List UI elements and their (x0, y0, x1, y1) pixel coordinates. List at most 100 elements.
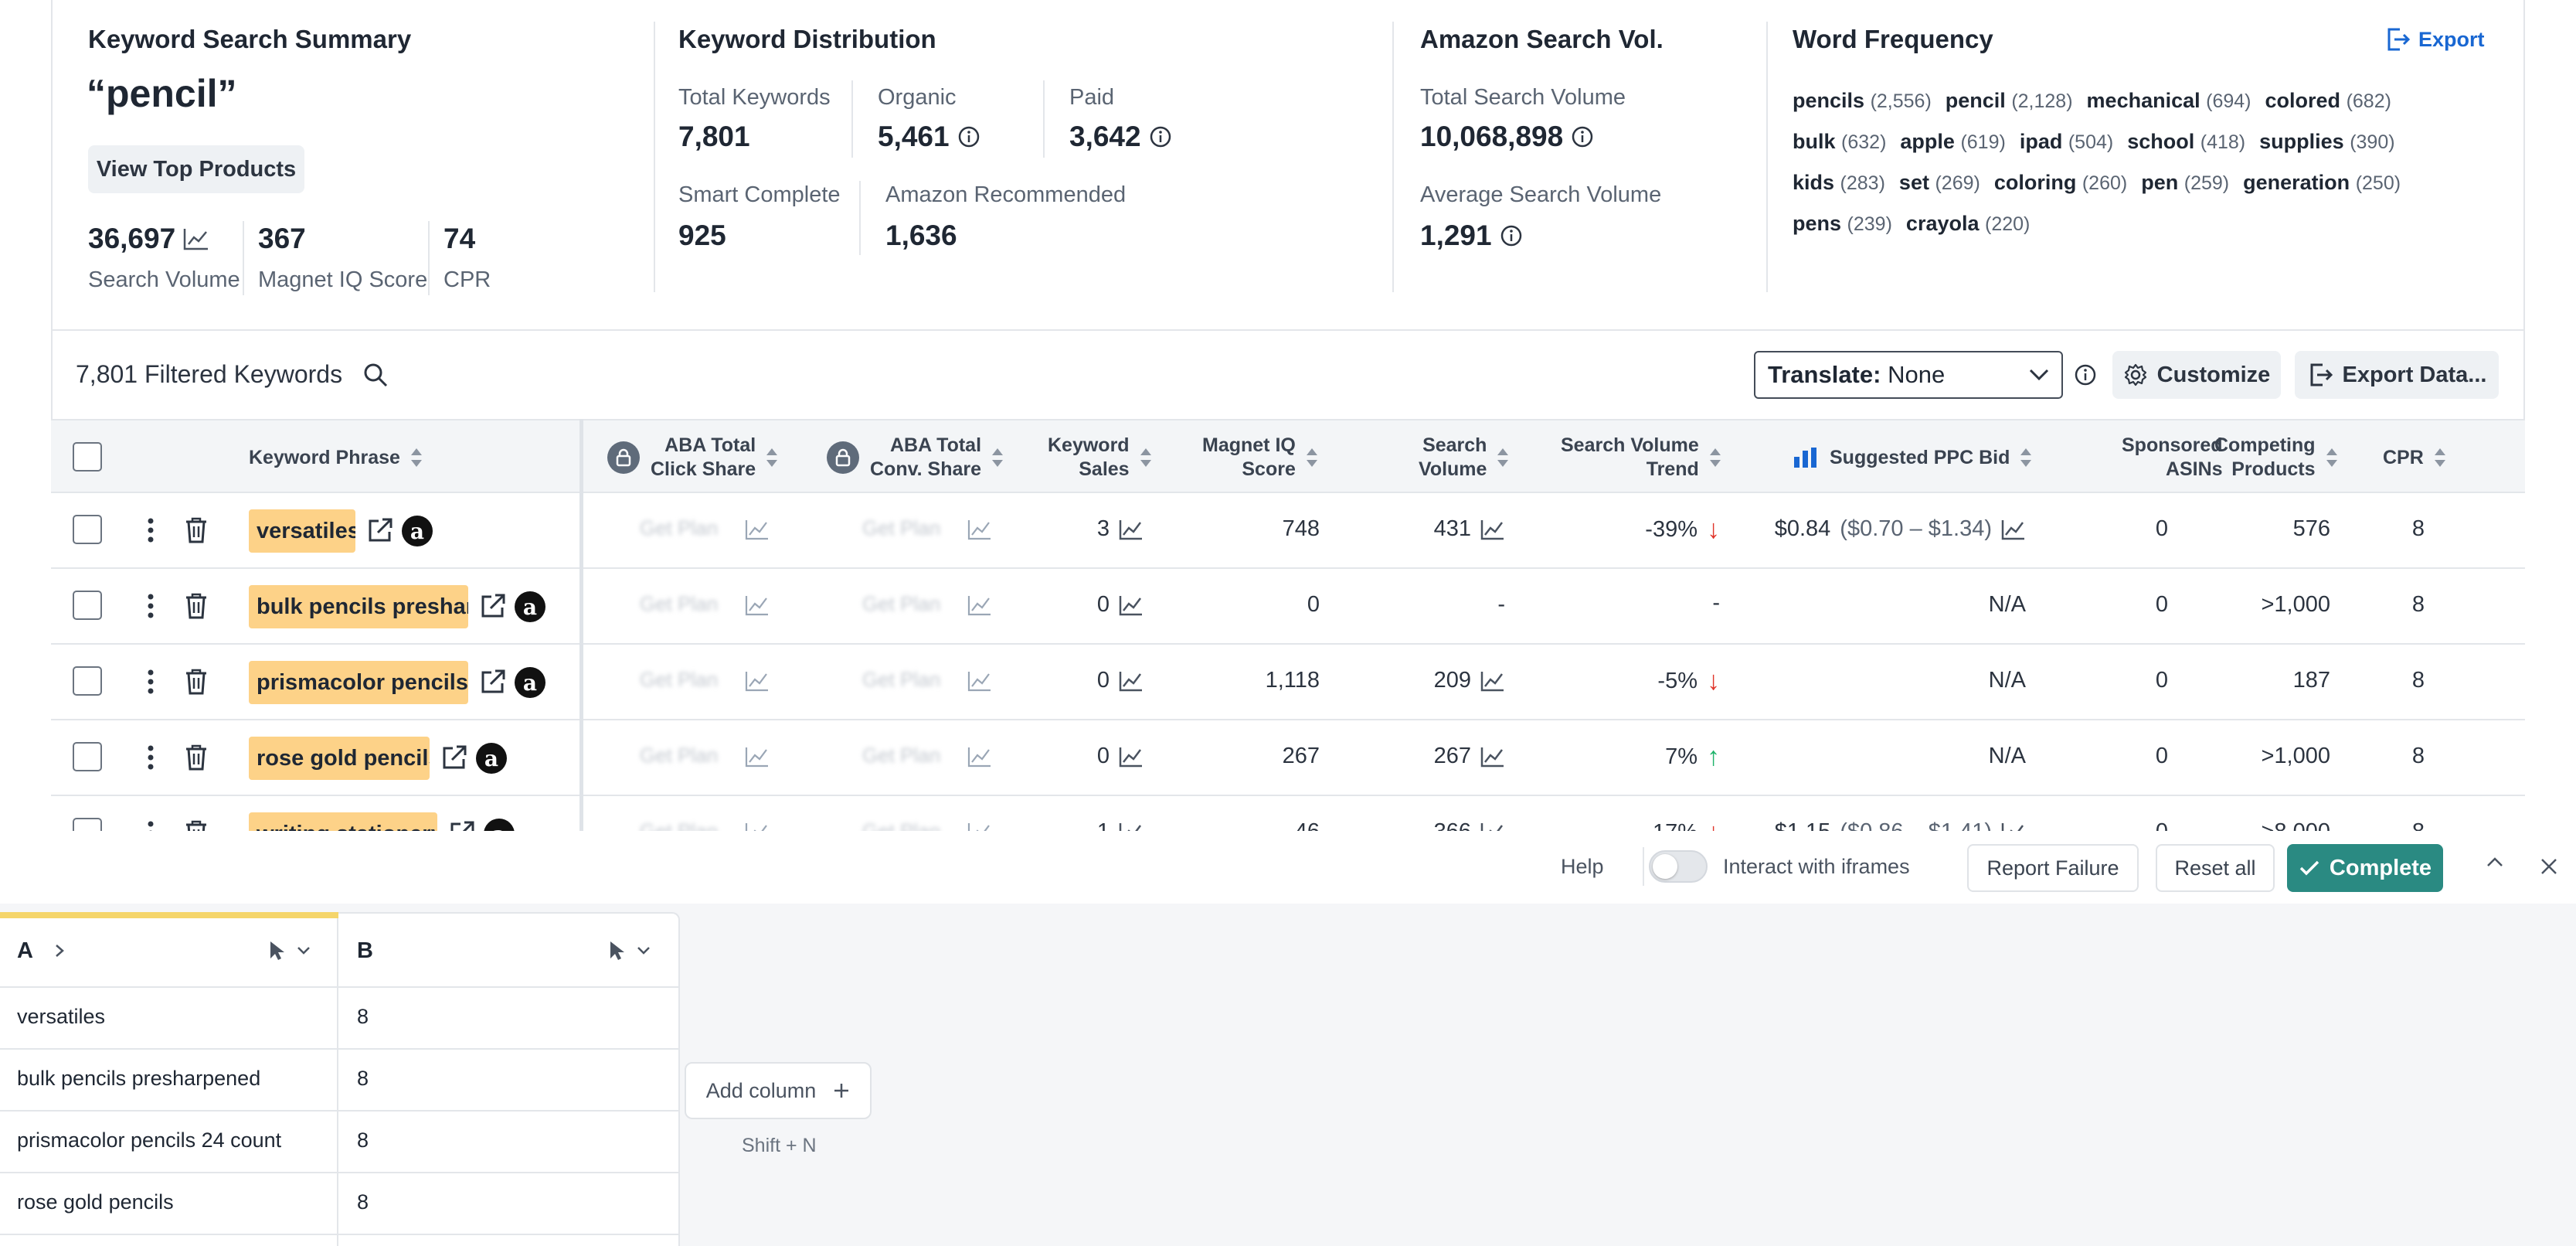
word-frequency-item[interactable]: mechanical (694) (2087, 85, 2251, 117)
sort-icon[interactable] (2326, 447, 2337, 468)
amazon-icon[interactable]: a (476, 743, 507, 774)
sort-icon[interactable] (766, 447, 778, 468)
more-vertical-icon[interactable] (147, 668, 155, 696)
row-checkbox[interactable] (73, 591, 102, 620)
trend-chart-icon[interactable] (1119, 594, 1144, 616)
trend-chart-icon[interactable] (1119, 822, 1144, 832)
info-icon[interactable] (2074, 363, 2097, 386)
sheet-cell-a[interactable]: rose gold pencils (17, 1190, 174, 1214)
word-frequency-item[interactable]: ipad (504) (2020, 126, 2113, 158)
chevron-up-icon[interactable] (2485, 855, 2505, 869)
sort-icon[interactable] (1306, 447, 1317, 468)
translate-select[interactable]: Translate: None (1754, 351, 2063, 399)
trend-chart-icon[interactable] (1119, 519, 1144, 540)
sheet-cell-b[interactable]: 8 (357, 1129, 369, 1152)
row-checkbox[interactable] (73, 818, 102, 831)
export-data-button[interactable]: Export Data... (2295, 351, 2499, 399)
more-vertical-icon[interactable] (147, 744, 155, 771)
close-icon[interactable] (2539, 856, 2559, 877)
col-search-volume-trend[interactable]: Search Volume Trend (1561, 420, 1721, 495)
table-row[interactable]: rose gold pencils a Get Plan Get Plan 0 267 26… (51, 720, 2525, 796)
more-vertical-icon[interactable] (147, 516, 155, 544)
word-frequency-item[interactable]: pen (259) (2141, 167, 2229, 199)
table-row[interactable]: versatiles a Get Plan Get Plan 3 748 431 -39% ↓ $… (51, 493, 2525, 569)
select-all-checkbox[interactable] (73, 442, 102, 472)
reset-all-button[interactable]: Reset all (2156, 844, 2275, 892)
keyword-phrase[interactable]: rose gold pencils (249, 737, 430, 780)
word-frequency-item[interactable]: pens (239) (1793, 208, 1892, 240)
keyword-phrase[interactable]: prismacolor pencils 24 count (249, 661, 468, 704)
trash-icon[interactable] (184, 516, 209, 544)
trend-chart-icon[interactable] (745, 594, 770, 616)
trash-icon[interactable] (184, 744, 209, 771)
word-frequency-item[interactable]: bulk (632) (1793, 126, 1886, 158)
col-magnet-iq-score[interactable]: Magnet IQ Score (1202, 420, 1317, 495)
col-aba-conv-share[interactable]: ABA Total Conv. Share (827, 420, 1004, 495)
add-column-button[interactable]: Add column (685, 1062, 872, 1119)
trend-chart-icon[interactable] (967, 670, 992, 692)
external-link-icon[interactable] (440, 744, 468, 771)
trend-chart-icon[interactable] (745, 670, 770, 692)
chevron-right-icon[interactable] (53, 942, 66, 959)
col-competing-products[interactable]: Competing Products (2214, 420, 2337, 495)
trend-chart-icon[interactable] (967, 822, 992, 831)
trash-icon[interactable] (184, 592, 209, 620)
info-icon[interactable] (1149, 125, 1172, 148)
sort-icon[interactable] (2020, 447, 2032, 468)
trend-chart-icon[interactable] (1480, 822, 1505, 832)
trend-chart-icon[interactable] (967, 594, 992, 616)
sheet-cell-a[interactable]: prismacolor pencils 24 count (17, 1129, 282, 1152)
trash-icon[interactable] (184, 668, 209, 696)
trend-chart-icon[interactable] (2001, 519, 2026, 540)
sheet-cell-b[interactable]: 8 (357, 1005, 369, 1028)
amazon-icon[interactable]: a (515, 591, 545, 622)
external-link-icon[interactable] (366, 516, 394, 544)
row-checkbox[interactable] (73, 742, 102, 771)
row-checkbox[interactable] (73, 515, 102, 544)
info-icon[interactable] (1500, 224, 1523, 247)
external-link-icon[interactable] (448, 819, 476, 831)
sheet-col-a-header[interactable]: A (17, 921, 66, 980)
row-checkbox[interactable] (73, 666, 102, 696)
trend-chart-icon[interactable] (967, 746, 992, 768)
trend-chart-icon[interactable] (2001, 822, 2026, 832)
col-cpr[interactable]: CPR (2383, 420, 2445, 495)
external-link-icon[interactable] (479, 668, 507, 696)
col-b-selector[interactable] (607, 921, 651, 980)
col-keyword-sales[interactable]: Keyword Sales (1048, 420, 1151, 495)
word-frequency-item[interactable]: apple (619) (1900, 126, 2005, 158)
sheet-col-b-header[interactable]: B (357, 921, 373, 980)
word-frequency-item[interactable]: set (269) (1899, 167, 1980, 199)
col-keyword-phrase[interactable]: Keyword Phrase (249, 420, 422, 495)
sort-icon[interactable] (1497, 447, 1509, 468)
trend-chart-icon[interactable] (745, 822, 770, 831)
trend-chart-icon[interactable] (745, 746, 770, 768)
sheet-cell-b[interactable]: 8 (357, 1067, 369, 1090)
word-frequency-item[interactable]: kids (283) (1793, 167, 1885, 199)
trend-chart-icon[interactable] (1119, 670, 1144, 692)
col-sponsored-asins[interactable]: Sponsored ASINs (2122, 420, 2223, 495)
report-failure-button[interactable]: Report Failure (1967, 844, 2139, 892)
amazon-icon[interactable]: a (402, 516, 433, 546)
col-suggested-ppc-bid[interactable]: Suggested PPC Bid (1793, 420, 2032, 495)
customize-button[interactable]: Customize (2112, 351, 2281, 399)
sort-icon[interactable] (410, 447, 422, 468)
interact-iframes-toggle[interactable] (1649, 850, 1708, 883)
sort-icon[interactable] (992, 447, 1004, 468)
complete-button[interactable]: Complete (2287, 844, 2443, 892)
word-frequency-item[interactable]: colored (682) (2265, 85, 2391, 117)
keyword-phrase[interactable]: bulk pencils presharpened (249, 585, 468, 628)
table-row[interactable]: bulk pencils presharpened a Get Plan Get Pl… (51, 569, 2525, 645)
export-link[interactable]: Export (2384, 26, 2485, 53)
info-icon[interactable] (957, 125, 980, 148)
table-row[interactable]: writing stationery a Get Plan Get Plan 1 46 36… (51, 796, 2525, 831)
trend-chart-icon[interactable] (183, 227, 209, 250)
sheet-cell-a[interactable]: versatiles (17, 1005, 106, 1028)
amazon-icon[interactable]: a (484, 819, 515, 831)
word-frequency-item[interactable]: crayola (220) (1906, 208, 2030, 240)
trend-chart-icon[interactable] (1480, 519, 1505, 540)
word-frequency-item[interactable]: supplies (390) (2259, 126, 2394, 158)
table-row[interactable]: prismacolor pencils 24 count a Get Plan Get… (51, 645, 2525, 720)
view-top-products-button[interactable]: View Top Products (88, 145, 304, 193)
sort-icon[interactable] (1709, 447, 1721, 468)
